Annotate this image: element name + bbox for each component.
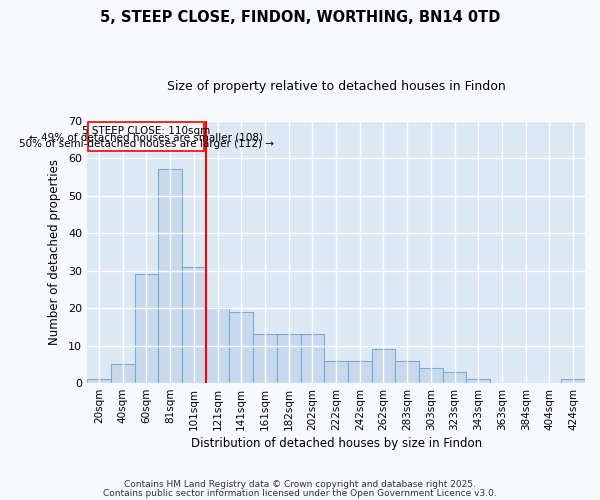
Text: Contains public sector information licensed under the Open Government Licence v3: Contains public sector information licen… — [103, 488, 497, 498]
Bar — [182, 267, 206, 383]
Text: 50% of semi-detached houses are larger (112) →: 50% of semi-detached houses are larger (… — [19, 140, 274, 149]
Bar — [371, 350, 395, 383]
X-axis label: Distribution of detached houses by size in Findon: Distribution of detached houses by size … — [191, 437, 482, 450]
Bar — [324, 360, 348, 383]
Text: ← 49% of detached houses are smaller (108): ← 49% of detached houses are smaller (10… — [29, 132, 263, 142]
Text: 5 STEEP CLOSE: 110sqm: 5 STEEP CLOSE: 110sqm — [82, 126, 211, 136]
Bar — [395, 360, 419, 383]
Text: 5, STEEP CLOSE, FINDON, WORTHING, BN14 0TD: 5, STEEP CLOSE, FINDON, WORTHING, BN14 0… — [100, 10, 500, 25]
Bar — [466, 380, 490, 383]
Bar — [111, 364, 134, 383]
Bar — [443, 372, 466, 383]
FancyBboxPatch shape — [88, 122, 205, 150]
Title: Size of property relative to detached houses in Findon: Size of property relative to detached ho… — [167, 80, 505, 93]
Bar — [301, 334, 324, 383]
Bar — [277, 334, 301, 383]
Bar — [561, 380, 585, 383]
Bar — [348, 360, 371, 383]
Bar — [229, 312, 253, 383]
Bar — [87, 380, 111, 383]
Bar — [158, 170, 182, 383]
Text: Contains HM Land Registry data © Crown copyright and database right 2025.: Contains HM Land Registry data © Crown c… — [124, 480, 476, 489]
Bar — [134, 274, 158, 383]
Bar — [419, 368, 443, 383]
Bar — [206, 308, 229, 383]
Y-axis label: Number of detached properties: Number of detached properties — [48, 159, 61, 345]
Bar — [253, 334, 277, 383]
